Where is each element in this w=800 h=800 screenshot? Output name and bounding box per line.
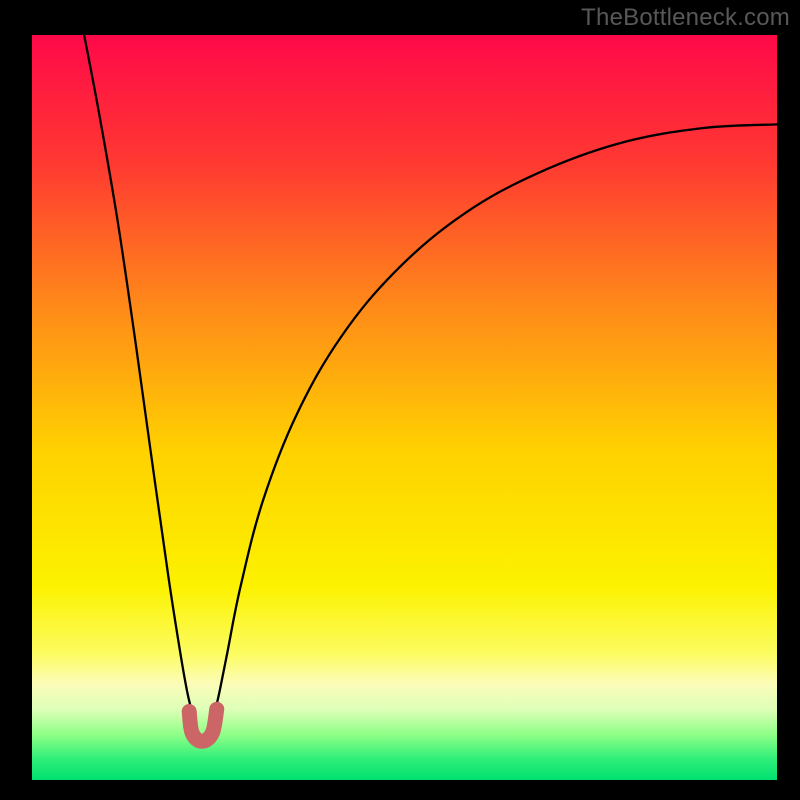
- chart-stage: TheBottleneck.com: [0, 0, 800, 800]
- bottleneck-chart: [0, 0, 800, 800]
